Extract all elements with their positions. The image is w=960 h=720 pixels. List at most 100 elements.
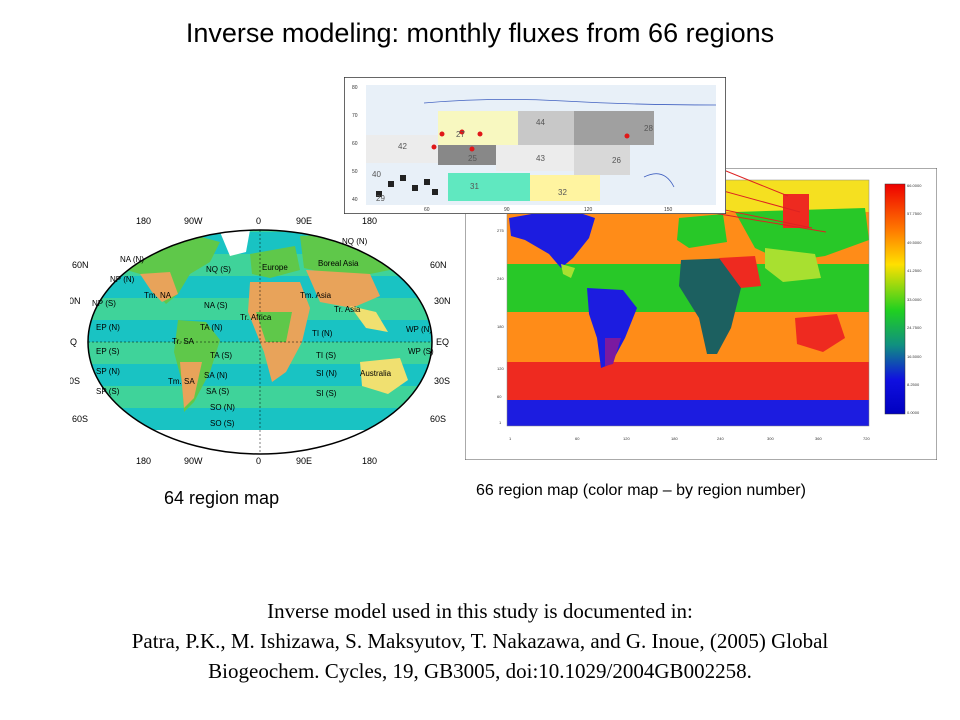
region-label: WP (S) xyxy=(408,347,434,356)
region-label: SP (N) xyxy=(96,367,120,376)
inset-y-label: 80 xyxy=(352,85,358,91)
region-label: Australia xyxy=(360,369,392,378)
inset-y-label: 50 xyxy=(352,169,358,175)
x-tick: 360 xyxy=(815,436,822,441)
lon-label: 0 xyxy=(256,216,261,226)
x-tick: 120 xyxy=(623,436,630,441)
inset-region-number: 32 xyxy=(558,188,567,197)
region-label: Tm. Asia xyxy=(300,291,332,300)
inset-region-number: 42 xyxy=(398,142,407,151)
right-map-caption: 66 region map (color map – by region num… xyxy=(476,482,806,499)
x-tick: 720 xyxy=(863,436,870,441)
region-label: NQ (S) xyxy=(206,265,231,274)
colorbar-tick: 57.7500 xyxy=(907,211,922,216)
region-label: WP (N) xyxy=(406,325,432,334)
inset-x-label: 120 xyxy=(584,207,593,213)
x-tick: 180 xyxy=(671,436,678,441)
lon-label: 90E xyxy=(296,216,312,226)
inset-region-number: 31 xyxy=(470,182,479,191)
colorbar-tick: 49.5000 xyxy=(907,240,922,245)
region-label: SP (S) xyxy=(96,387,120,396)
region-label: EP (S) xyxy=(96,347,120,356)
reference-text: Inverse model used in this study is docu… xyxy=(0,596,960,686)
lon-label: 90W xyxy=(184,216,203,226)
reference-line-2: Patra, P.K., M. Ishizawa, S. Maksyutov, … xyxy=(131,629,829,653)
inset-y-label: 70 xyxy=(352,113,358,119)
inset-x-label: 60 xyxy=(424,207,430,213)
inset-region-number: 40 xyxy=(372,170,381,179)
region-label: Tm. NA xyxy=(144,291,172,300)
lat-label: 60N xyxy=(72,260,89,270)
lon-label: 180 xyxy=(362,216,377,226)
region-label: Tr. Africa xyxy=(240,313,272,322)
x-tick: 1 xyxy=(509,436,512,441)
region-label: SO (N) xyxy=(210,403,235,412)
y-tick: 120 xyxy=(497,366,504,371)
colorbar-tick: 33.0000 xyxy=(907,297,922,302)
region-label: SA (S) xyxy=(206,387,229,396)
left-map-caption: 64 region map xyxy=(164,488,280,508)
lon-label: 180 xyxy=(362,456,377,466)
lon-label: 180 xyxy=(136,456,151,466)
region-label: Boreal Asia xyxy=(318,259,359,268)
region-label: Tr. SA xyxy=(172,337,195,346)
colorbar-tick: 41.2500 xyxy=(907,268,922,273)
inset-region-number: 29 xyxy=(376,194,385,203)
colorbar-tick: 0.0000 xyxy=(907,410,920,415)
x-tick: 300 xyxy=(767,436,774,441)
lon-label: 180 xyxy=(136,216,151,226)
region-label: NP (N) xyxy=(110,275,135,284)
lat-label: 30N xyxy=(70,296,81,306)
region-map-64: 180 90W 0 90E 180 180 90W 0 90E 180 60N … xyxy=(70,216,451,466)
region-label: Tr. Asia xyxy=(334,305,361,314)
inset-region-number: 27 xyxy=(456,130,465,139)
lat-label: 30N xyxy=(434,296,451,306)
lat-label: EQ xyxy=(70,337,77,347)
slide-title: Inverse modeling: monthly fluxes from 66… xyxy=(185,18,775,48)
inset-y-label: 60 xyxy=(352,141,358,147)
y-tick: 275 xyxy=(497,228,504,233)
y-tick: 60 xyxy=(497,394,502,399)
inset-region-number: 25 xyxy=(468,154,477,163)
colorbar-tick: 66.0000 xyxy=(907,183,922,188)
region-label: Europe xyxy=(262,263,288,272)
lat-label: 30S xyxy=(434,376,450,386)
lat-label: 30S xyxy=(70,376,80,386)
inset-region-number: 44 xyxy=(536,118,545,127)
region-label: NA (S) xyxy=(204,301,228,310)
region-label: TI (N) xyxy=(312,329,333,338)
lat-label: EQ xyxy=(436,337,449,347)
lon-label: 90E xyxy=(296,456,312,466)
region-label: TA (S) xyxy=(210,351,232,360)
y-tick: 180 xyxy=(497,324,504,329)
lat-label: 60S xyxy=(72,414,88,424)
lon-label: 90W xyxy=(184,456,203,466)
lat-label: 60S xyxy=(430,414,446,424)
reference-line-1: Inverse model used in this study is docu… xyxy=(267,599,693,623)
y-tick: 240 xyxy=(497,276,504,281)
inset-y-label: 40 xyxy=(352,197,358,203)
inset-x-label: 150 xyxy=(664,207,673,213)
colorbar-tick: 24.7500 xyxy=(907,325,922,330)
inset-region-number: 43 xyxy=(536,154,545,163)
x-tick: 60 xyxy=(575,436,580,441)
inset-region-number: 26 xyxy=(612,156,621,165)
region-label: NQ (N) xyxy=(342,237,368,246)
x-tick: 240 xyxy=(717,436,724,441)
region-label: SI (N) xyxy=(316,369,337,378)
inset-region-number: 28 xyxy=(644,124,653,133)
region-label: SA (N) xyxy=(204,371,228,380)
region-label: EP (N) xyxy=(96,323,120,332)
inset-region-map: 28 44 27 42 25 43 26 40 31 32 29 80 70 6… xyxy=(344,77,726,214)
reference-line-3: Biogeochem. Cycles, 19, GB3005, doi:10.1… xyxy=(208,659,752,683)
lon-label: 0 xyxy=(256,456,261,466)
region-label: NP (S) xyxy=(92,299,116,308)
y-tick: 1 xyxy=(499,420,502,425)
region-label: Tm. SA xyxy=(168,377,195,386)
colorbar-tick: 8.2500 xyxy=(907,382,920,387)
colorbar-tick: 16.5000 xyxy=(907,354,922,359)
region-label: SO (S) xyxy=(210,419,235,428)
region-label: NA (N) xyxy=(120,255,144,264)
region-label: TI (S) xyxy=(316,351,336,360)
lat-label: 60N xyxy=(430,260,447,270)
